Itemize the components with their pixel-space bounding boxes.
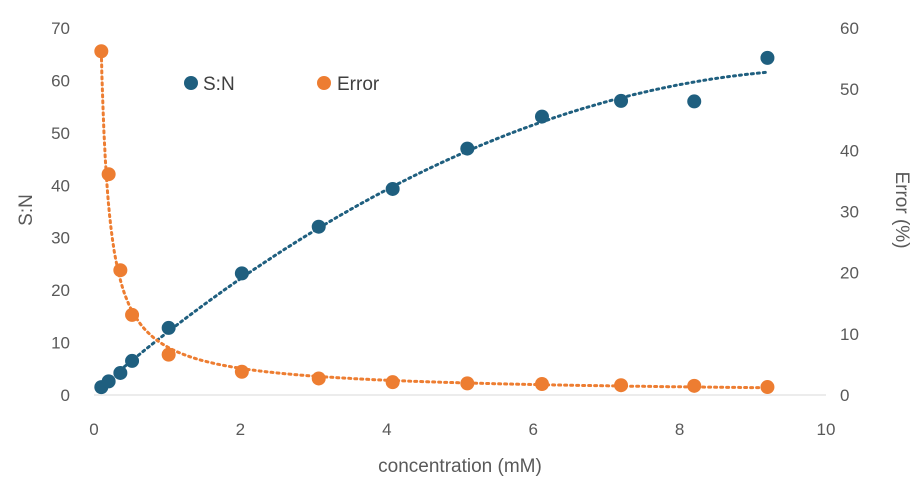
sn-data-point bbox=[385, 181, 400, 196]
x-tick-label: 6 bbox=[528, 420, 537, 439]
error-data-point bbox=[101, 167, 116, 182]
sn-data-point bbox=[113, 365, 128, 380]
error-data-point bbox=[687, 378, 702, 393]
y2-tick-label: 20 bbox=[840, 264, 859, 283]
y-tick-label: 30 bbox=[51, 229, 70, 248]
y-tick-label: 20 bbox=[51, 281, 70, 300]
y-tick-label: 60 bbox=[51, 71, 70, 90]
sn-data-point bbox=[311, 219, 326, 234]
x-tick-label: 2 bbox=[236, 420, 245, 439]
sn-data-point bbox=[161, 320, 176, 335]
error-data-point bbox=[234, 364, 249, 379]
error-data-point bbox=[760, 380, 775, 395]
error-data-point bbox=[460, 376, 475, 391]
trendline-sn bbox=[99, 70, 769, 388]
error-data-point bbox=[94, 44, 109, 59]
y-tick-label: 70 bbox=[51, 19, 70, 38]
y-tick-label: 40 bbox=[51, 176, 70, 195]
trendlines bbox=[99, 51, 769, 390]
sn-data-point bbox=[460, 141, 475, 156]
error-data-point bbox=[125, 307, 140, 322]
x-tick-label: 8 bbox=[675, 420, 684, 439]
y2-tick-label: 50 bbox=[840, 80, 859, 99]
legend-label-error: Error bbox=[337, 74, 380, 95]
y2-tick-label: 0 bbox=[840, 386, 849, 405]
y2-tick-label: 60 bbox=[840, 19, 859, 38]
x-tick-label: 10 bbox=[817, 420, 836, 439]
error-data-point bbox=[614, 378, 629, 393]
error-data-point bbox=[311, 371, 326, 386]
legend-marker-error bbox=[317, 76, 331, 90]
x-axis-title: concentration (mM) bbox=[378, 456, 542, 477]
y-tick-label: 50 bbox=[51, 124, 70, 143]
y2-tick-label: 30 bbox=[840, 203, 859, 222]
x-tick-label: 0 bbox=[89, 420, 98, 439]
legend-label-sn: S:N bbox=[203, 74, 235, 95]
data-points bbox=[94, 44, 775, 395]
y-tick-label: 10 bbox=[51, 334, 70, 353]
sn-data-point bbox=[234, 266, 249, 281]
sn-data-point bbox=[614, 93, 629, 108]
sn-data-point bbox=[760, 50, 775, 65]
error-data-point bbox=[534, 376, 549, 391]
error-data-point bbox=[161, 347, 176, 362]
y-tick-label: 0 bbox=[61, 386, 70, 405]
sn-data-point bbox=[125, 353, 140, 368]
x-tick-label: 4 bbox=[382, 420, 391, 439]
y2-tick-label: 40 bbox=[840, 141, 859, 160]
sn-data-point bbox=[534, 109, 549, 124]
legend-marker-sn bbox=[184, 76, 198, 90]
error-data-point bbox=[385, 375, 400, 390]
y2-tick-label: 10 bbox=[840, 325, 859, 344]
sn-data-point bbox=[687, 94, 702, 109]
error-data-point bbox=[113, 263, 128, 278]
trendline-error bbox=[99, 51, 769, 390]
legend: S:N Error bbox=[184, 74, 380, 95]
sn-data-point bbox=[101, 374, 116, 389]
y-axis-title: S:N bbox=[16, 194, 37, 226]
y2-axis-title: Error (%) bbox=[891, 171, 912, 248]
